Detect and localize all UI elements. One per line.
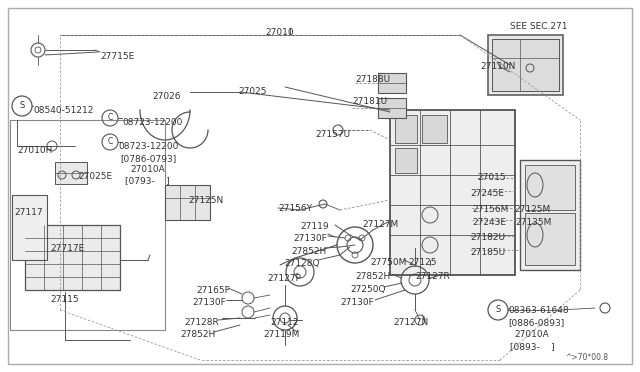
- Text: 27127P: 27127P: [267, 274, 301, 283]
- Text: 08540-51212: 08540-51212: [33, 106, 93, 115]
- Text: 27010H: 27010H: [17, 146, 52, 155]
- Text: 27165F: 27165F: [196, 286, 230, 295]
- Text: 27750M: 27750M: [370, 258, 406, 267]
- Text: S: S: [495, 305, 500, 314]
- Bar: [10, 120, 165, 330]
- Text: 27245E: 27245E: [470, 189, 504, 198]
- Bar: [378, 98, 406, 118]
- Bar: [25, 225, 120, 290]
- Text: 27852H: 27852H: [291, 247, 326, 256]
- Text: [0886-0893]: [0886-0893]: [508, 318, 564, 327]
- Text: 27025: 27025: [238, 87, 266, 96]
- Text: 27157U: 27157U: [315, 130, 350, 139]
- Text: 27026: 27026: [152, 92, 180, 101]
- Bar: [12, 195, 47, 260]
- Text: 08363-61648: 08363-61648: [508, 306, 568, 315]
- Text: 27135M: 27135M: [515, 218, 552, 227]
- Text: [0793-    ]: [0793- ]: [125, 176, 170, 185]
- Text: 27127M: 27127M: [362, 220, 398, 229]
- Text: 08723-12200: 08723-12200: [122, 118, 182, 127]
- Text: 27130F: 27130F: [293, 234, 327, 243]
- Text: 27181U: 27181U: [352, 97, 387, 106]
- Text: 27110N: 27110N: [480, 62, 515, 71]
- Text: 27715E: 27715E: [100, 52, 134, 61]
- Text: 27127N: 27127N: [393, 318, 428, 327]
- Text: 27015: 27015: [477, 173, 506, 182]
- Text: 27852H: 27852H: [355, 272, 390, 281]
- Text: 27243E: 27243E: [472, 218, 506, 227]
- Bar: [520, 160, 580, 270]
- Text: SEE SEC.271: SEE SEC.271: [510, 22, 568, 31]
- Text: S: S: [19, 102, 24, 110]
- Text: 27250Q: 27250Q: [350, 285, 385, 294]
- Text: 27127R: 27127R: [415, 272, 450, 281]
- Bar: [492, 39, 559, 91]
- Text: 27010A: 27010A: [514, 330, 548, 339]
- Text: [0893-    ]: [0893- ]: [510, 342, 555, 351]
- Bar: [55, 162, 87, 184]
- Text: C: C: [108, 138, 113, 147]
- Text: 27852H: 27852H: [180, 330, 215, 339]
- Bar: [488, 35, 563, 95]
- Text: 27025E: 27025E: [78, 172, 112, 181]
- Bar: [378, 73, 406, 93]
- Text: ^>70*00.8: ^>70*00.8: [565, 353, 608, 362]
- Bar: [525, 213, 575, 265]
- Text: 27010A: 27010A: [130, 165, 164, 174]
- Text: 27115: 27115: [50, 295, 79, 304]
- Bar: [390, 110, 515, 275]
- Text: 27185U: 27185U: [470, 248, 505, 257]
- Text: [0786-0793]: [0786-0793]: [120, 154, 176, 163]
- Text: C: C: [108, 113, 113, 122]
- Bar: [395, 148, 417, 173]
- Text: 27128R: 27128R: [184, 318, 219, 327]
- Text: 08723-12200: 08723-12200: [118, 142, 179, 151]
- Text: 27119: 27119: [300, 222, 328, 231]
- Text: 27128Q: 27128Q: [284, 259, 319, 268]
- Text: 27112: 27112: [270, 318, 298, 327]
- Text: 27188U: 27188U: [355, 75, 390, 84]
- Text: 27156M: 27156M: [472, 205, 508, 214]
- Bar: [422, 115, 447, 143]
- Text: 27717E: 27717E: [50, 244, 84, 253]
- Text: 27010: 27010: [265, 28, 294, 37]
- Bar: [395, 115, 417, 143]
- Text: 27117: 27117: [14, 208, 43, 217]
- Text: 27156Y: 27156Y: [278, 204, 312, 213]
- Bar: [525, 165, 575, 210]
- Bar: [165, 185, 210, 220]
- Text: 27125: 27125: [408, 258, 436, 267]
- Text: 27130F: 27130F: [192, 298, 226, 307]
- Text: 27119M: 27119M: [263, 330, 300, 339]
- Text: 27130F: 27130F: [340, 298, 374, 307]
- Text: 27182U: 27182U: [470, 233, 505, 242]
- Text: 27125M: 27125M: [514, 205, 550, 214]
- Text: 27125N: 27125N: [188, 196, 223, 205]
